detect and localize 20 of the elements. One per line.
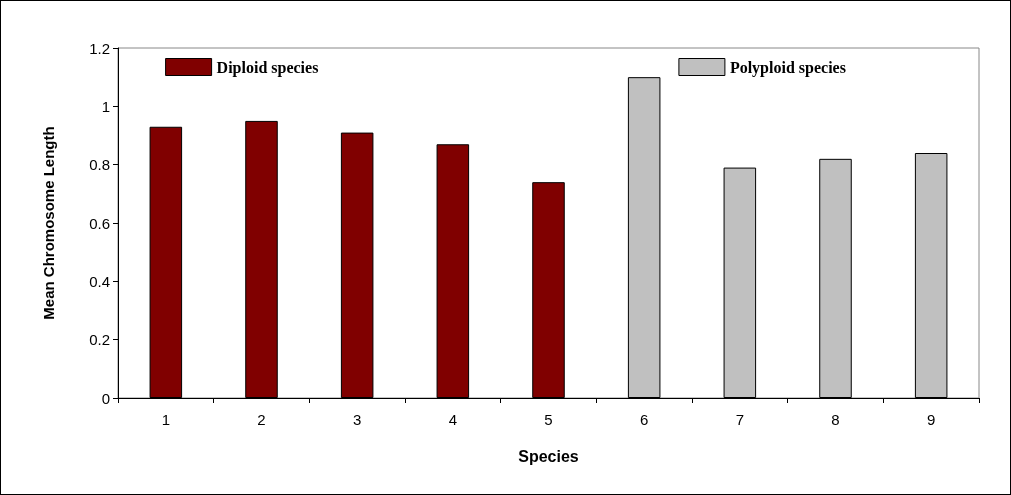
x-tick-label: 9 xyxy=(926,411,936,428)
x-tick-label: 5 xyxy=(544,411,553,428)
y-axis-title: Mean Chromosome Length xyxy=(40,126,57,320)
y-tick-label: 0.2 xyxy=(89,331,110,349)
x-tick-label: 7 xyxy=(735,411,745,428)
y-tick-label: 0.6 xyxy=(89,214,110,232)
x-tick-label: 2 xyxy=(257,411,266,428)
x-tick-label: 1 xyxy=(161,411,171,428)
x-axis-title: Species xyxy=(518,447,579,465)
y-tick-label: 1.2 xyxy=(89,39,110,57)
legend-label: Polyploid species xyxy=(729,58,846,77)
legend-label: Diploid species xyxy=(216,58,319,77)
y-tick-label: 0.8 xyxy=(89,156,110,174)
x-tick-label: 4 xyxy=(448,411,458,428)
y-tick-label: 0 xyxy=(101,389,110,407)
y-tick-label: 1 xyxy=(101,97,110,115)
x-tick-label: 6 xyxy=(639,411,649,428)
x-tick-label: 3 xyxy=(352,411,362,428)
y-tick-label: 0.4 xyxy=(89,272,110,290)
x-tick-label: 8 xyxy=(831,411,840,428)
